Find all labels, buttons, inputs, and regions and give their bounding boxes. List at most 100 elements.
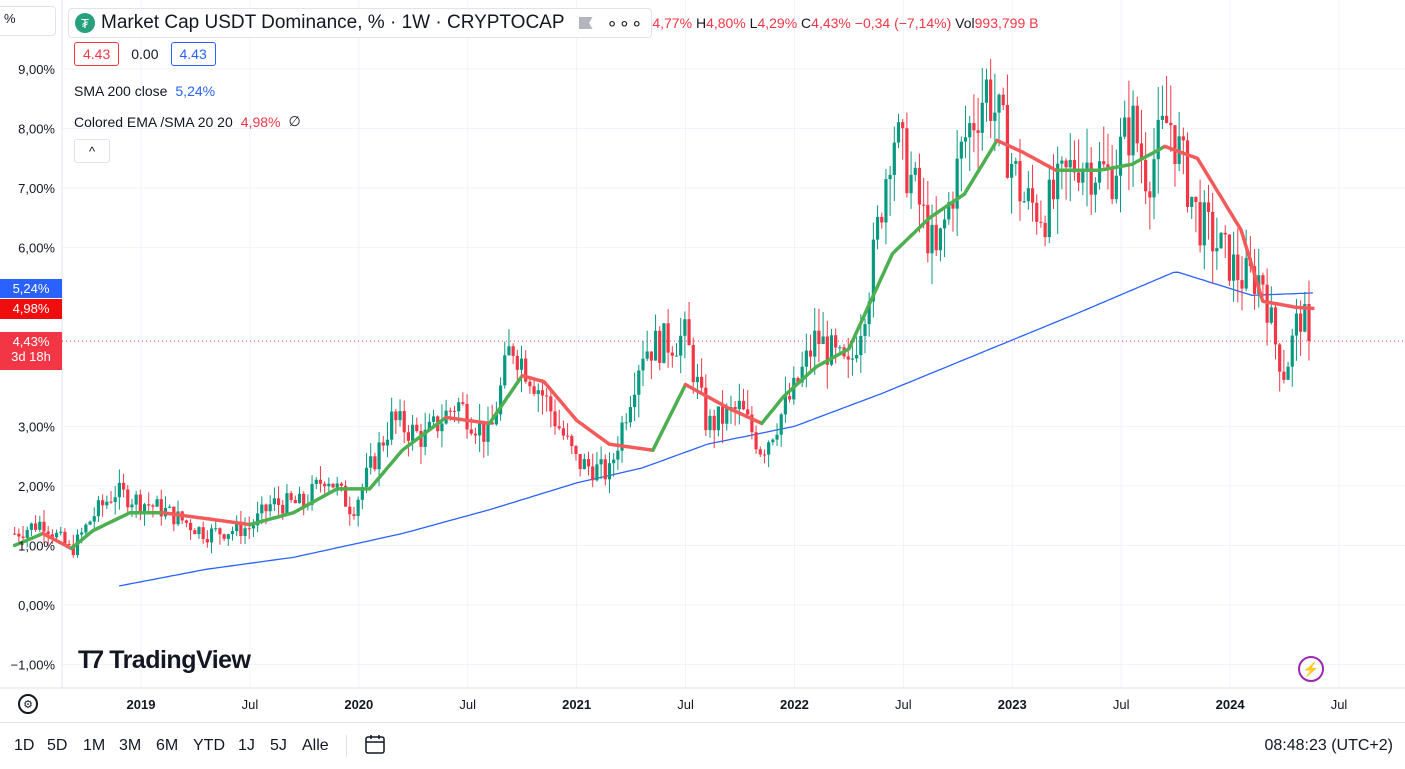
candle-body — [1148, 191, 1152, 198]
candle-body — [1194, 196, 1198, 202]
range-button-5j[interactable]: 5J — [270, 737, 287, 754]
colored-ema-line — [12, 138, 1315, 551]
candle-body — [1060, 160, 1064, 164]
candle-body — [821, 336, 825, 345]
candle-body — [637, 370, 641, 395]
candle-body — [716, 406, 720, 431]
candle-body — [867, 301, 871, 325]
tradingview-logo[interactable]: T7 TradingView — [78, 646, 251, 675]
candle-body — [662, 323, 666, 363]
candle-body — [138, 494, 142, 513]
candle-body — [649, 351, 653, 361]
collapse-legend-button[interactable]: ^ — [74, 139, 110, 163]
candle-body — [519, 358, 524, 370]
candle-body — [582, 459, 586, 469]
buy-price-button[interactable]: 4.43 — [170, 42, 216, 66]
range-button-3m[interactable]: 3M — [119, 737, 142, 754]
calendar-goto-icon[interactable] — [364, 733, 386, 755]
candle-body — [335, 483, 339, 488]
more-options-icon[interactable]: ∘∘∘ — [606, 12, 644, 33]
candle-body — [38, 521, 42, 530]
candle-body — [356, 499, 360, 516]
candle-body — [1089, 162, 1093, 195]
candle-body — [377, 442, 381, 470]
candle-body — [67, 543, 71, 545]
candle-body — [947, 202, 951, 220]
candle-body — [653, 330, 658, 361]
x-tick-label: Jul — [459, 697, 476, 712]
range-button-5d[interactable]: 5D — [47, 737, 68, 754]
candle-body — [188, 522, 193, 531]
range-button-1m[interactable]: 1M — [83, 737, 106, 754]
candle-body — [1152, 159, 1156, 198]
sell-price-button[interactable]: 4.43 — [74, 42, 120, 66]
candle-body — [658, 330, 662, 363]
y-tick-label: 7,00% — [18, 181, 55, 196]
axis-labels: 9,00% 8,00% 7,00% 6,00% 3,00% 2,00% 1,00% 0,00%… — [11, 62, 1348, 712]
candle-body — [80, 532, 84, 535]
candle-body — [96, 500, 101, 517]
candle-body — [1030, 188, 1035, 203]
candle-body — [364, 467, 369, 487]
candle-body — [1081, 170, 1085, 183]
candle-body — [586, 459, 591, 467]
indicator-ema[interactable]: Colored EMA /SMA 20 20 4,98% ∅ — [74, 113, 301, 130]
candle-body — [1106, 164, 1110, 168]
settings-icon[interactable]: ⚙ — [18, 694, 38, 714]
candle-body — [205, 539, 209, 543]
candle-body — [343, 485, 348, 507]
range-button-1j[interactable]: 1J — [238, 737, 255, 754]
candle-body — [930, 224, 934, 254]
candle-body — [762, 454, 767, 456]
candle-body — [63, 531, 67, 544]
candle-body — [1085, 162, 1089, 171]
indicator-sma[interactable]: SMA 200 close 5,24% — [74, 83, 215, 99]
candle-body — [473, 433, 478, 436]
candle-body — [1294, 313, 1299, 336]
candle-body — [1173, 125, 1177, 164]
x-tick-label: Jul — [1331, 697, 1348, 712]
candle-body — [1190, 196, 1194, 207]
candle-body — [17, 533, 21, 537]
candle-body — [25, 529, 29, 538]
candle-body — [603, 459, 607, 480]
candle-body — [218, 528, 222, 535]
range-button-1d[interactable]: 1D — [14, 737, 35, 754]
range-button-alle[interactable]: Alle — [302, 737, 329, 754]
candle-body — [888, 174, 892, 180]
scale-percent-button[interactable]: % — [0, 6, 56, 36]
candle-body — [281, 504, 285, 514]
candle-body — [993, 112, 997, 121]
candle-body — [880, 216, 884, 223]
candle-body — [787, 396, 792, 400]
candle-body — [239, 521, 243, 536]
candle-body — [942, 219, 947, 229]
candle-body — [289, 493, 293, 500]
candle-body — [1269, 307, 1273, 323]
candle-body — [624, 422, 628, 424]
clock-timezone[interactable]: 08:48:23 (UTC+2) — [1264, 737, 1393, 754]
candle-body — [641, 358, 645, 371]
candle-body — [1043, 222, 1047, 238]
candle-body — [536, 390, 540, 394]
candle-body — [825, 336, 829, 365]
candle-body — [1303, 304, 1307, 332]
lightning-icon[interactable]: ⚡ — [1298, 656, 1324, 682]
ema-segment — [683, 382, 764, 426]
candle-body — [808, 350, 813, 357]
candle-body — [130, 504, 134, 508]
candle-body — [829, 335, 834, 365]
bar-countdown: 3d 18h — [11, 349, 51, 364]
price-chart[interactable]: 9,00% 8,00% 7,00% 6,00% 3,00% 2,00% 1,00% 0,00%… — [0, 0, 1405, 722]
candle-body — [84, 524, 88, 533]
x-tick-label: 2022 — [780, 697, 809, 712]
symbol-title-box[interactable]: ₮ Market Cap USDT Dominance, % · 1W · CR… — [68, 8, 653, 38]
range-button-6m[interactable]: 6M — [156, 737, 179, 754]
legend-header: ₮ Market Cap USDT Dominance, % · 1W · CR… — [68, 8, 1038, 38]
flag-icon[interactable] — [578, 17, 593, 29]
candle-body — [226, 534, 230, 539]
candle-body — [235, 521, 239, 532]
range-button-ytd[interactable]: YTD — [193, 737, 225, 754]
last-price-value: 4,43% — [12, 334, 50, 349]
candle-body — [176, 511, 180, 525]
